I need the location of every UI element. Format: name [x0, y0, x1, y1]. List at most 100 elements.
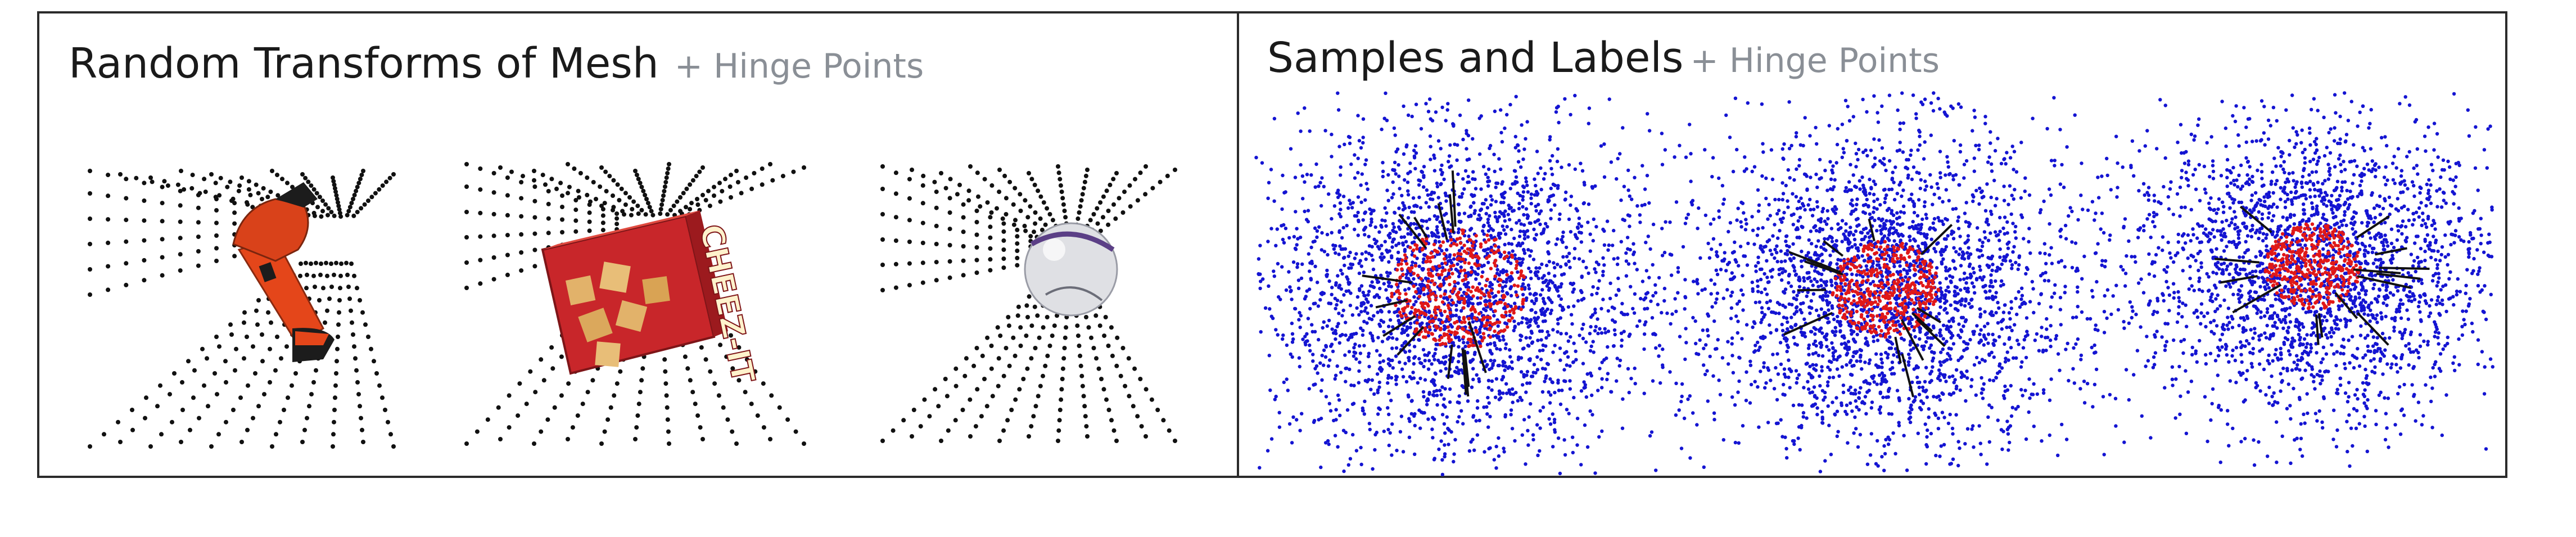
hinge-point	[491, 233, 496, 238]
sample-point-inside	[1461, 327, 1465, 331]
hinge-point	[213, 195, 218, 200]
sample-point-outside	[1433, 371, 1437, 375]
sample-point-outside	[2020, 286, 2024, 290]
sample-point-inside	[1429, 314, 1434, 318]
cracker-pile	[565, 261, 670, 367]
sample-point-outside	[1703, 372, 1707, 377]
sample-point-outside	[1397, 319, 1400, 323]
sample-point-outside	[1369, 304, 1373, 308]
sample-point-outside	[1338, 244, 1342, 248]
sample-point-outside	[1849, 163, 1852, 166]
hinge-point	[1062, 209, 1067, 213]
sample-point-outside	[1432, 381, 1436, 385]
hinge-point	[1138, 377, 1143, 381]
sample-point-outside	[1521, 205, 1525, 209]
hinge-point	[560, 230, 564, 234]
sample-point-outside	[1347, 350, 1352, 354]
hinge-point	[1123, 383, 1128, 389]
sample-point-outside	[1254, 156, 1258, 160]
sample-point-outside	[1679, 446, 1684, 450]
sample-point-outside	[1444, 199, 1448, 203]
sample-point-outside	[1994, 376, 1998, 380]
hinge-point	[1059, 387, 1064, 392]
hinge-point	[975, 387, 980, 392]
hinge-point	[1027, 171, 1031, 175]
sample-point-outside	[1607, 97, 1611, 101]
hinge-point	[1015, 227, 1020, 232]
sample-point-outside	[1454, 308, 1458, 312]
sample-point-outside	[1400, 367, 1404, 371]
sample-point-outside	[1563, 197, 1567, 201]
sample-point-outside	[1339, 165, 1343, 169]
sample-point-outside	[1308, 306, 1312, 311]
sample-point-outside	[1305, 173, 1309, 177]
sample-point-outside	[1972, 445, 1976, 449]
sample-point-inside	[1520, 287, 1524, 291]
sample-point-outside	[1989, 195, 1993, 200]
sample-point-outside	[1841, 390, 1846, 394]
sample-point-outside	[1901, 368, 1905, 372]
sample-point-outside	[1619, 331, 1624, 335]
sample-point-outside	[1574, 349, 1578, 353]
sample-point-outside	[1983, 236, 1987, 240]
sample-point-outside	[1407, 359, 1411, 363]
hinge-point	[464, 184, 469, 189]
sample-point-outside	[1931, 202, 1935, 206]
sample-point-outside	[1471, 170, 1475, 174]
sample-point-outside	[1315, 235, 1319, 239]
sample-point-outside	[1842, 151, 1846, 155]
sample-point-outside	[1488, 299, 1492, 303]
hinge-point	[1086, 325, 1091, 330]
sample-point-outside	[1982, 324, 1987, 328]
sample-point-outside	[1525, 229, 1530, 233]
sample-point-outside	[1592, 217, 1596, 222]
sample-point-outside	[1446, 220, 1450, 224]
transforms-panel: Random Transforms of Mesh + Hinge Points	[37, 11, 1246, 478]
hinge-point	[346, 209, 351, 214]
hinge-point	[246, 187, 251, 192]
sample-point-outside	[1322, 363, 1326, 367]
sample-point-outside	[1278, 297, 1282, 301]
sample-point-outside	[1566, 355, 1570, 359]
sample-point-outside	[1535, 368, 1540, 372]
hinge-point	[213, 371, 217, 376]
sample-point-outside	[1575, 225, 1580, 229]
sample-point-outside	[1488, 349, 1492, 353]
sample-point-outside	[1435, 394, 1439, 398]
hinge-point	[1109, 325, 1114, 330]
sample-point-outside	[1509, 413, 1513, 417]
hinge-point	[142, 180, 147, 186]
hinge-point	[1041, 200, 1046, 205]
sample-point-outside	[1879, 352, 1883, 357]
hinge-point	[546, 216, 551, 221]
sample-point-outside	[1629, 285, 1633, 288]
hinge-point	[1094, 356, 1099, 361]
sample-point-outside	[1362, 344, 1366, 348]
sample-point-outside	[1703, 287, 1707, 291]
sample-point-outside	[1391, 229, 1396, 233]
sample-point-outside	[1951, 174, 1955, 178]
sample-point-outside	[1774, 365, 1778, 370]
hinge-point	[546, 231, 551, 236]
sample-point-outside	[2143, 193, 2146, 197]
sample-point-outside	[1806, 380, 1810, 383]
hinge-point	[162, 179, 167, 184]
hinge-point	[256, 191, 261, 196]
sample-point-outside	[1582, 180, 1587, 184]
hinge-point	[721, 405, 726, 410]
sample-point-outside	[1544, 222, 1548, 225]
sample-point-outside	[1375, 372, 1380, 376]
hinge-point	[749, 401, 754, 407]
hinge-point	[695, 197, 699, 201]
sample-point-outside	[1390, 196, 1394, 200]
hinge-point	[989, 344, 994, 348]
sample-point-outside	[1487, 446, 1491, 451]
sample-point-outside	[1333, 434, 1337, 437]
sample-point-outside	[1341, 195, 1346, 198]
sample-point-outside	[1475, 406, 1480, 410]
sample-point-outside	[1651, 263, 1655, 267]
sample-point-outside	[2020, 360, 2024, 364]
hinge-point	[1015, 234, 1020, 239]
hinge-point	[1027, 434, 1031, 439]
hinge-point	[688, 378, 693, 383]
